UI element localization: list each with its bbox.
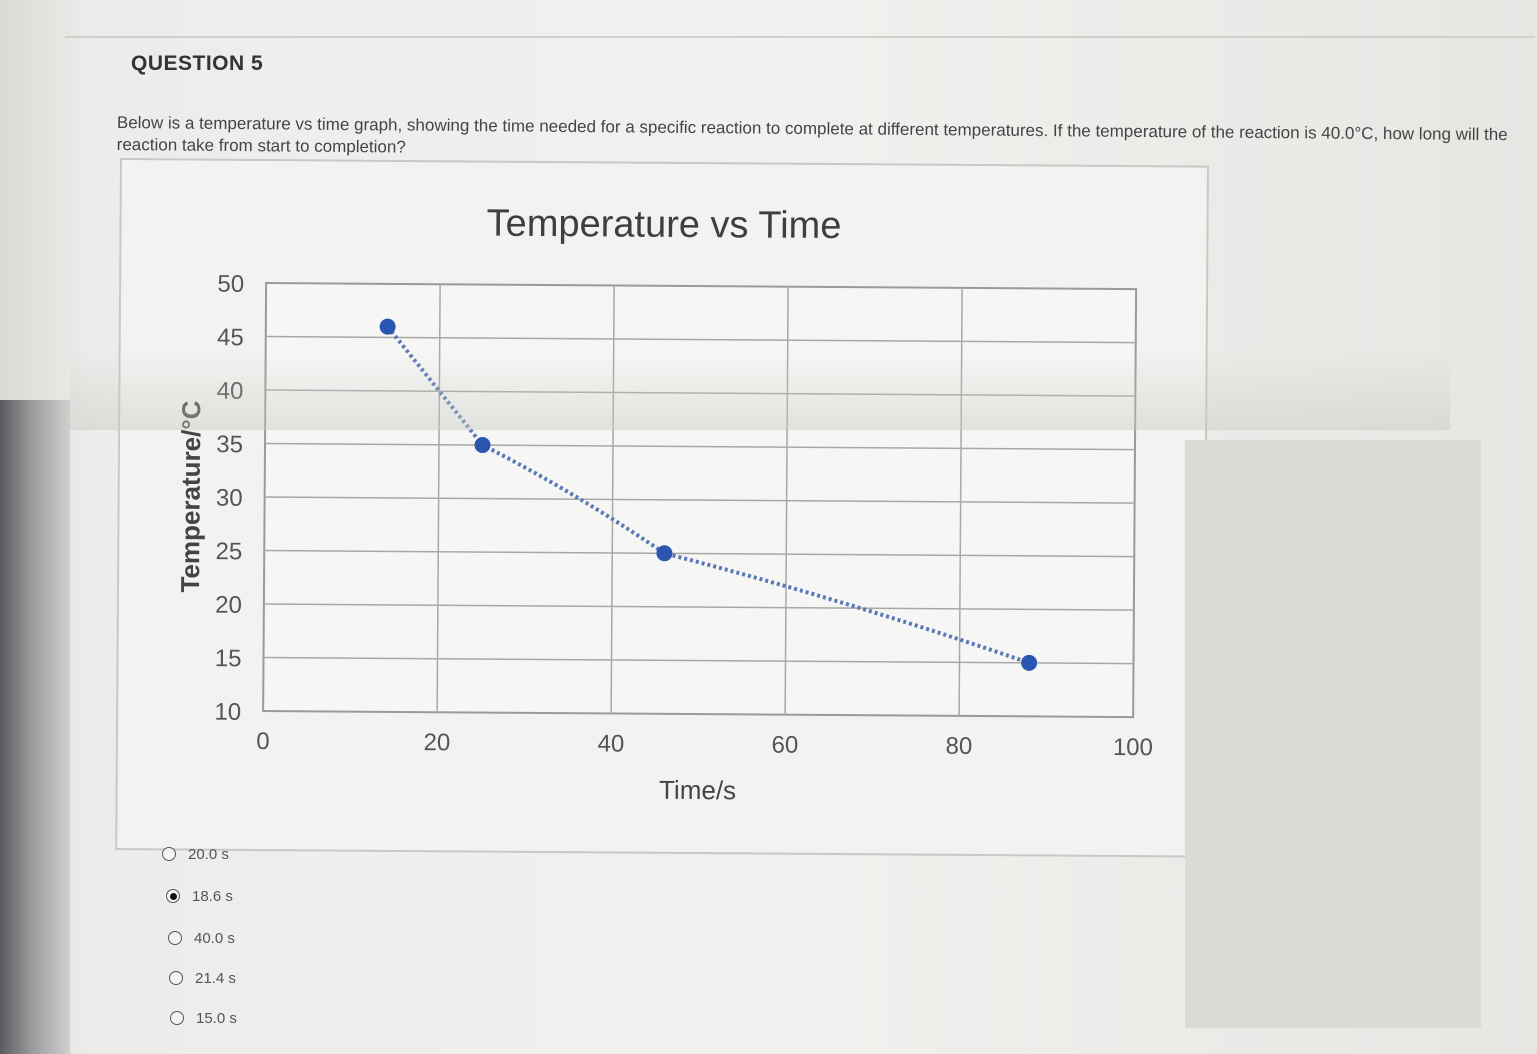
x-tick-label: 40 [597, 730, 624, 757]
y-tick-label: 10 [214, 699, 241, 726]
chart-frame: Temperature vs Time 10 15 20 25 30 35 40 45 50 0 2… [115, 158, 1209, 858]
answer-label: 15.0 s [196, 1009, 237, 1027]
data-point [656, 545, 673, 562]
y-tick-label: 40 [217, 378, 244, 405]
y-tick-label: 20 [215, 592, 242, 619]
x-gridline [958, 287, 963, 716]
data-point [379, 318, 396, 335]
y-tick-label: 25 [215, 538, 242, 565]
radio-button[interactable] [168, 931, 182, 945]
y-gridline [264, 549, 1135, 558]
data-point [474, 437, 491, 454]
answer-option[interactable]: 21.4 s [169, 966, 236, 990]
answer-label: 40.0 s [194, 929, 235, 947]
data-point [1021, 654, 1038, 671]
radio-button[interactable] [170, 1011, 184, 1025]
x-gridline [610, 285, 615, 714]
question-divider [65, 36, 1535, 38]
x-tick-label: 0 [256, 728, 270, 755]
temperature-time-chart: 10 15 20 25 30 35 40 45 50 0 20 40 60 80 100 Time/s Temp… [175, 271, 1153, 806]
x-tick-label: 80 [945, 733, 972, 760]
radio-button[interactable] [169, 971, 183, 985]
y-gridline [264, 496, 1135, 504]
y-axis-label: Temperature/°C [175, 400, 206, 592]
x-axis-label: Time/s [659, 775, 736, 806]
question-title: QUESTION 5 [131, 52, 264, 75]
y-gridline [265, 335, 1136, 344]
radio-button[interactable] [162, 847, 176, 861]
answer-label: 21.4 s [195, 969, 236, 987]
answer-option[interactable]: 18.6 s [166, 884, 233, 908]
y-gridline [263, 603, 1134, 611]
answer-option[interactable]: 40.0 s [168, 926, 235, 950]
x-tick-label: 100 [1113, 734, 1153, 761]
x-gridline [784, 286, 789, 715]
answer-label: 18.6 s [192, 887, 233, 905]
x-tick-label: 20 [423, 729, 450, 756]
x-gridline [436, 284, 441, 713]
y-tick-label: 50 [217, 271, 244, 298]
radio-button-selected[interactable] [166, 889, 180, 903]
y-tick-label: 35 [216, 431, 243, 458]
y-tick-label: 15 [215, 645, 242, 672]
y-tick-label: 45 [217, 324, 244, 351]
y-gridline [265, 442, 1135, 451]
y-gridline [263, 656, 1134, 665]
answer-label: 20.0 s [188, 845, 229, 863]
x-tick-label: 60 [771, 732, 798, 759]
y-gridline [265, 389, 1136, 397]
screen-edge-panel [1185, 440, 1481, 1028]
answer-option[interactable]: 15.0 s [170, 1006, 237, 1030]
desk-shadow [0, 400, 70, 1054]
y-tick-label: 30 [216, 485, 243, 512]
answer-option[interactable]: 20.0 s [162, 842, 229, 866]
